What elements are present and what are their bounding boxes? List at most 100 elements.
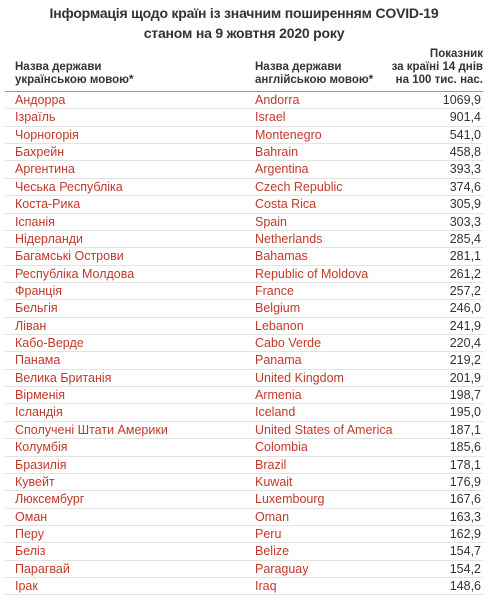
cell: Кувейт — [15, 474, 55, 489]
cell: Ірак — [15, 579, 38, 594]
header-line: українською мовою* — [15, 74, 134, 86]
cell: Belize — [255, 544, 290, 559]
cell: Колумбія — [15, 440, 68, 455]
cell: 185,6 — [449, 440, 481, 455]
cell: 195,0 — [449, 405, 481, 420]
table-row: Беліз Belize 154,7 — [5, 543, 483, 561]
cell: 246,0 — [449, 301, 481, 316]
column-header: Назва держави англійською мовою* — [255, 61, 373, 87]
cell: Андорра — [15, 93, 66, 107]
cell: France — [255, 283, 294, 298]
cell: 220,4 — [449, 336, 481, 351]
cell: 374,6 — [449, 179, 481, 194]
cell: Коста-Рика — [15, 197, 81, 212]
cell: 458,8 — [449, 145, 481, 160]
header-line: Назва держави — [15, 61, 102, 73]
cell: Brazil — [255, 457, 287, 472]
column-header: Показник за країні 14 днів на 100 тис. нас… — [392, 48, 483, 87]
cell: Oman — [255, 509, 290, 524]
header-line: Назва держави — [255, 61, 342, 73]
cell: Бельгія — [15, 301, 58, 316]
cell: 257,2 — [449, 283, 481, 298]
cell: 154,2 — [449, 561, 481, 576]
table-row: Аргентина Argentina 393,3 — [5, 161, 483, 179]
title: Інформація щодо країн із значним поширен… — [0, 0, 488, 45]
cell: Costa Rica — [255, 197, 317, 212]
table-row: Кувейт Kuwait 176,9 — [5, 474, 483, 492]
cell: Оман — [15, 509, 48, 524]
cell: 176,9 — [449, 474, 481, 489]
cell: 393,3 — [449, 162, 481, 177]
cell: 162,9 — [449, 526, 481, 541]
table-body: Андорра Andorra 1069,9 Ізраїль Israel 901,4 Чо… — [5, 92, 483, 596]
cell: Ісландія — [15, 405, 63, 420]
cell: Cabo Verde — [255, 336, 322, 351]
column-header: Назва держави українською мовою* — [15, 61, 133, 87]
cell: Беліз — [15, 544, 46, 559]
cell: Аргентина — [15, 162, 75, 177]
cell: Montenegro — [255, 127, 322, 142]
cell: Бразилія — [15, 457, 67, 472]
header-line: Показник — [429, 48, 483, 60]
table-row: Перу Peru 162,9 — [5, 526, 483, 544]
cell: Панама — [15, 353, 61, 368]
cell: Israel — [255, 110, 286, 125]
cell: 219,2 — [449, 353, 481, 368]
cell: United States of America — [255, 422, 393, 437]
cell: Bahamas — [255, 249, 308, 264]
cell: Iceland — [255, 405, 296, 420]
table-row: Ізраїль Israel 901,4 — [5, 109, 483, 127]
cell: Belgium — [255, 301, 301, 316]
cell: Перу — [15, 526, 44, 541]
cell: 178,1 — [449, 457, 481, 472]
header-line: на 100 тис. нас. — [395, 74, 483, 86]
cell: Paraguay — [255, 561, 309, 576]
cell: 261,2 — [449, 266, 481, 281]
cell: Республіка Молдова — [15, 266, 135, 281]
table-row: Бразилія Brazil 178,1 — [5, 457, 483, 474]
table-row: Велика Британія United Kingdom 201,9 — [5, 370, 483, 388]
table-row: Нідерланди Netherlands 285,4 — [5, 231, 483, 249]
cell: Ізраїль — [15, 110, 56, 125]
cell: 281,1 — [449, 249, 481, 264]
cell: 541,0 — [449, 127, 481, 142]
cell: Чеська Республіка — [15, 179, 123, 194]
cell: Велика Британія — [15, 370, 112, 385]
cell: Bahrain — [255, 145, 299, 160]
cell: Іспанія — [15, 214, 55, 229]
table-row: Франція France 257,2 — [5, 283, 483, 301]
cell: Peru — [255, 526, 282, 541]
table-row: Чорногорія Montenegro 541,0 — [5, 127, 483, 145]
table-row: Ліван Lebanon 241,9 — [5, 318, 483, 336]
cell: Colombia — [255, 440, 308, 455]
cell: Чорногорія — [15, 127, 79, 142]
header-line: за країні 14 днів — [391, 61, 483, 73]
cell: 201,9 — [449, 370, 481, 385]
table-row: Люксембург Luxembourg 167,6 — [5, 491, 483, 509]
header-line: англійською мовою* — [255, 74, 374, 86]
table-row: Оман Oman 163,3 — [5, 509, 483, 526]
cell: 285,4 — [449, 231, 481, 246]
cell: 241,9 — [449, 318, 481, 333]
cell: 198,7 — [449, 388, 481, 403]
cell: Luxembourg — [255, 492, 325, 507]
cell: 303,3 — [449, 214, 481, 229]
title-line: станом на 9 жовтня 2020 року — [143, 25, 345, 41]
table-row: Сполучені Штати Америки United States of … — [5, 422, 483, 440]
table-row: Бахрейн Bahrain 458,8 — [5, 144, 483, 162]
cell: Republic of Moldova — [255, 266, 369, 281]
table-row: Колумбія Colombia 185,6 — [5, 439, 483, 457]
table-row: Андорра Andorra 1069,9 — [5, 92, 483, 110]
cell: 901,4 — [449, 110, 481, 125]
cell: Spain — [255, 214, 287, 229]
cell: 148,6 — [449, 579, 481, 594]
table-header: Назва держави українською мовою* Назва де… — [5, 45, 483, 92]
cell: Кабо-Верде — [15, 336, 84, 351]
title-line: Інформація щодо країн із значним поширен… — [49, 5, 439, 21]
table-row: Кабо-Верде Cabo Verde 220,4 — [5, 335, 483, 353]
cell: Armenia — [255, 388, 302, 403]
cell: Kuwait — [255, 474, 293, 489]
cell: Сполучені Штати Америки — [15, 422, 168, 437]
cell: Netherlands — [255, 231, 323, 246]
